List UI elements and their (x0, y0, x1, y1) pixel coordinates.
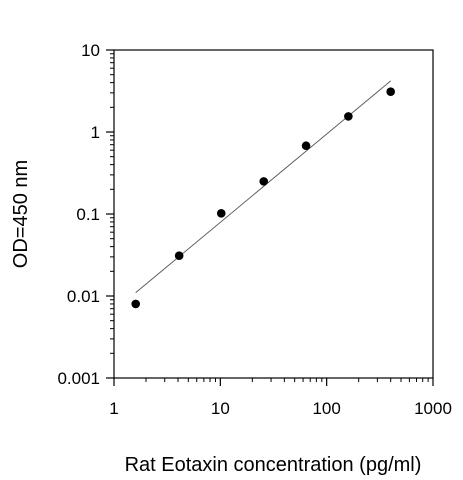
data-point (216, 208, 226, 218)
data-point (301, 141, 311, 151)
y-tick-label: 0.01 (67, 287, 100, 306)
x-axis-ticks: 1 10 100 1000 (109, 378, 452, 418)
x-tick-label: 100 (312, 399, 340, 418)
data-point (259, 177, 269, 186)
x-tick-label: 1 (109, 399, 118, 418)
y-tick-label: 1 (91, 123, 100, 142)
x-tick-label: 1000 (414, 399, 452, 418)
data-point (131, 299, 141, 309)
plot-area-frame (113, 49, 434, 379)
y-tick-label: 0.001 (57, 369, 100, 388)
x-axis-title: Rat Eotaxin concentration (pg/ml) (125, 454, 422, 476)
y-axis-ticks: 0.001 0.01 0.1 1 10 (57, 41, 114, 388)
data-points (131, 87, 395, 309)
data-point (386, 87, 395, 97)
y-axis-title: OD=450 nm (10, 160, 32, 268)
x-tick-label: 10 (211, 399, 230, 418)
y-tick-label: 0.1 (76, 205, 100, 224)
fit-line (135, 80, 391, 293)
y-tick-label: 10 (81, 41, 100, 60)
data-point (344, 112, 353, 121)
data-point (174, 251, 184, 261)
